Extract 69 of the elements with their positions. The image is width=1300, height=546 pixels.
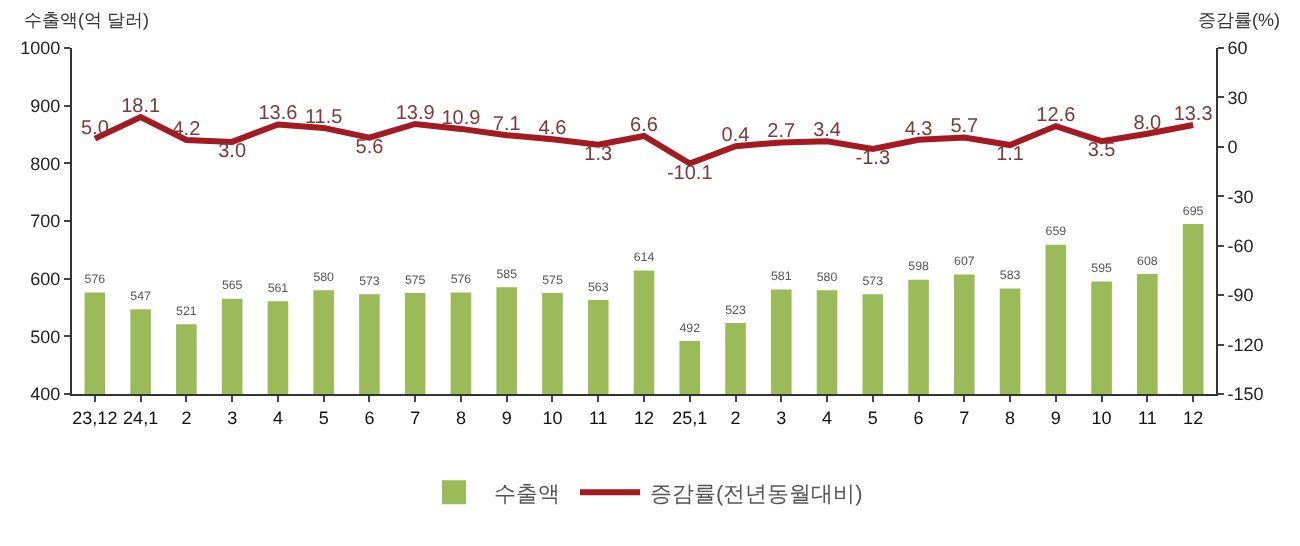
x-tick-label: 2 [181,407,192,428]
y2-tick-label: -150 [1227,384,1264,405]
y-tick-label: 1000 [20,38,61,59]
x-tick-label: 7 [959,407,970,428]
x-tick-label: 7 [410,407,421,428]
y2-tick-label: 0 [1227,137,1238,158]
y2-tick-label: -90 [1227,285,1254,306]
data-label: 13.6 [258,103,299,126]
data-label: 0.4 [721,125,751,148]
x-tick-label: 10 [542,407,563,428]
data-label: 3.5 [1087,140,1117,163]
x-tick-label: 3 [227,407,238,428]
data-label: 12.6 [1036,105,1077,128]
x-tick-label: 2 [730,407,741,428]
data-label: 13.3 [1173,103,1214,126]
data-label: 7.1 [492,114,522,137]
y-tick-label: 700 [30,211,61,232]
y2-axis-title: 증감률(%) [1198,10,1280,30]
y-tick-label: 500 [30,326,61,347]
x-tick-label: 12 [633,407,655,428]
x-tick-label: 9 [501,407,512,428]
x-tick-label: 5 [318,407,329,428]
data-label: -10.1 [666,162,714,185]
x-tick-label: 4 [272,407,283,428]
y-tick-label: 800 [30,153,61,174]
data-label: 18.1 [121,96,161,119]
data-label: 1.1 [996,144,1025,167]
x-tick-label: 12 [1183,407,1204,428]
data-label: 3.4 [813,120,842,143]
x-tick-label: 8 [455,407,466,428]
legend-label: 증감률(전년동월대비) [650,482,863,507]
y-tick-label: 600 [30,268,61,289]
x-tick-label: 11 [1138,407,1157,428]
data-label: -1.3 [855,148,891,170]
data-label: 11.5 [304,106,344,129]
data-label: 2.7 [767,121,797,144]
data-label: 5.0 [80,117,110,140]
data-label: 4.2 [172,118,202,141]
data-label: 5.7 [950,116,980,139]
y2-tick-label: -60 [1227,236,1254,257]
data-label: 1.3 [584,143,614,166]
data-label: 6.6 [630,114,659,137]
x-tick-label: 3 [776,407,787,428]
x-tick-label: 6 [913,407,924,428]
x-tick-label: 23,12 [72,407,118,428]
x-tick-label: 10 [1091,407,1112,428]
x-tick-label: 4 [822,407,833,428]
y2-tick-label: 30 [1227,87,1248,108]
data-label: 3.0 [218,140,247,163]
x-tick-label: 25,1 [672,407,708,428]
data-label: 5.6 [355,136,385,159]
y2-tick-label: -30 [1227,186,1254,207]
x-tick-label: 8 [1005,407,1016,428]
x-tick-label: 5 [867,407,878,428]
y-tick-label: 400 [30,384,61,405]
x-tick-label: 9 [1050,407,1061,428]
data-label: 8.0 [1133,112,1163,135]
x-tick-label: 11 [588,407,608,428]
y2-tick-label: 60 [1227,38,1248,59]
x-tick-label: 24,1 [123,407,159,428]
y-tick-label: 900 [30,95,61,116]
data-label: 10.9 [441,107,482,130]
data-label: 4.6 [538,118,568,141]
y-axis-title: 수출액(억 달러) [24,10,149,30]
legend-label: 수출액 [494,482,560,507]
x-tick-label: 6 [364,407,375,428]
data-label: 4.3 [904,118,934,141]
y2-tick-label: -120 [1227,334,1264,355]
data-label: 13.9 [395,102,436,125]
